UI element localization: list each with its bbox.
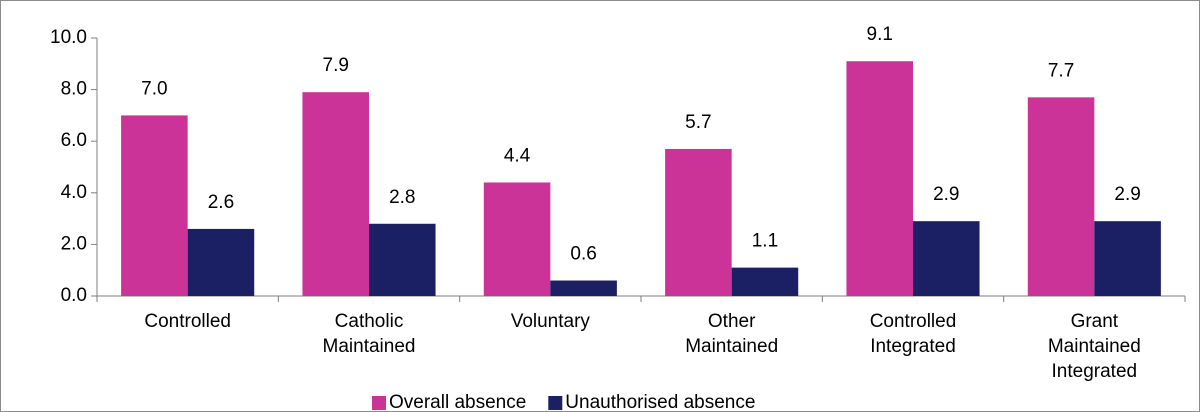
bar bbox=[665, 148, 732, 296]
x-tick-label: Catholic Maintained bbox=[323, 311, 416, 357]
x-tick-label-line: Maintained bbox=[685, 336, 778, 357]
bar bbox=[913, 221, 980, 296]
x-tick-label-line: Maintained bbox=[323, 336, 416, 357]
x-tick-label-line: Integrated bbox=[870, 336, 956, 357]
y-tick-label: 0.0 bbox=[61, 285, 87, 306]
x-tick-label-line: Grant bbox=[1071, 311, 1119, 332]
bar bbox=[1027, 97, 1095, 296]
x-tick-label: Voluntary bbox=[511, 311, 591, 332]
bar bbox=[483, 182, 551, 296]
data-label: 5.7 bbox=[685, 112, 711, 133]
legend-label: Overall absence bbox=[389, 392, 526, 412]
legend-swatch bbox=[548, 396, 563, 410]
legend-swatch bbox=[372, 396, 386, 410]
data-label: 0.6 bbox=[570, 244, 596, 265]
y-tick-label: 2.0 bbox=[61, 233, 87, 254]
data-label: 2.9 bbox=[1114, 184, 1140, 205]
x-tick-label: Grant Maintained Integrated bbox=[1048, 311, 1141, 382]
bar bbox=[731, 267, 799, 296]
bar bbox=[846, 61, 913, 296]
data-label: 7.7 bbox=[1048, 60, 1074, 81]
bar bbox=[369, 223, 436, 296]
y-tick-label: 8.0 bbox=[61, 79, 87, 100]
bar bbox=[187, 228, 255, 296]
data-label: 2.6 bbox=[208, 192, 234, 213]
x-tick-label-line: Integrated bbox=[1052, 361, 1138, 382]
data-label: 4.4 bbox=[504, 145, 531, 166]
x-tick-label-line: Maintained bbox=[1048, 336, 1141, 357]
bar bbox=[550, 280, 617, 296]
x-tick-label-line: Voluntary bbox=[511, 311, 591, 332]
bar bbox=[1094, 221, 1161, 296]
data-label: 2.8 bbox=[389, 187, 415, 208]
y-tick-label: 10.0 bbox=[50, 27, 87, 48]
data-label: 2.9 bbox=[933, 184, 959, 205]
x-tick-label-line: Controlled bbox=[144, 311, 231, 332]
y-tick-label: 6.0 bbox=[61, 130, 87, 151]
data-label: 1.1 bbox=[752, 231, 778, 252]
bar bbox=[302, 92, 369, 297]
data-label: 7.9 bbox=[323, 55, 349, 76]
x-tick-label-line: Other bbox=[708, 311, 756, 332]
x-tick-label-line: Catholic bbox=[335, 311, 404, 332]
legend-label: Unauthorised absence bbox=[565, 392, 755, 412]
x-tick-label: Controlled Integrated bbox=[870, 311, 957, 357]
x-tick-label-line: Controlled bbox=[870, 311, 957, 332]
data-label: 9.1 bbox=[867, 24, 893, 45]
x-tick-label: Controlled bbox=[144, 311, 231, 332]
bar bbox=[121, 115, 188, 297]
y-tick-label: 4.0 bbox=[61, 182, 87, 203]
data-label: 7.0 bbox=[141, 78, 167, 99]
x-tick-label: Other Maintained bbox=[685, 311, 778, 357]
